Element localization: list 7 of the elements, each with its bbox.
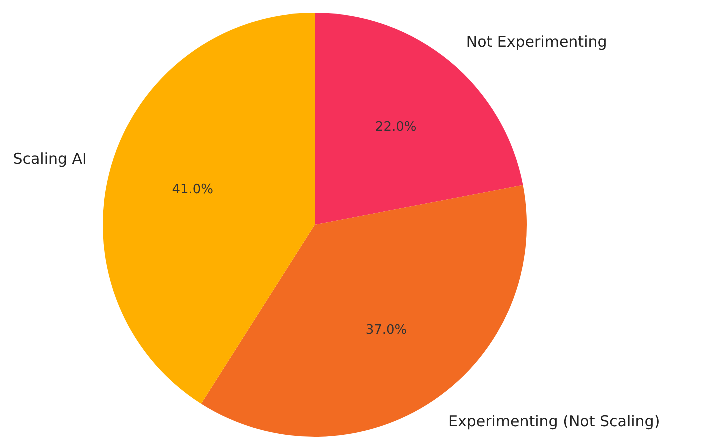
data-label: 22.0% (375, 120, 417, 135)
data-label: 41.0% (172, 182, 214, 198)
slice-label: Experimenting (Not Scaling) (448, 412, 660, 430)
pie-slice (103, 13, 315, 404)
data-label: 37.0% (366, 323, 408, 338)
slice-label: Not Experimenting (466, 33, 608, 52)
slice-label: Scaling AI (13, 150, 87, 168)
